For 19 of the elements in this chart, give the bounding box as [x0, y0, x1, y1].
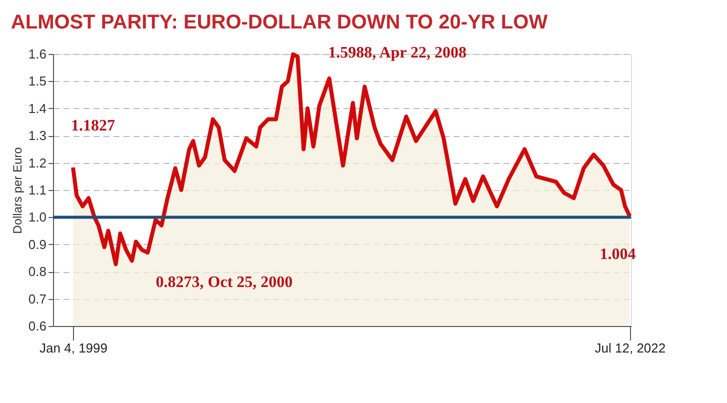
y-axis-title: Dollars per Euro	[10, 146, 24, 234]
y-tick-label: 1.0	[28, 210, 46, 225]
x-tick-label: Jan 4, 1999	[40, 340, 108, 356]
x-tick-label: Jul 12, 2022	[594, 340, 666, 356]
annotation: 1.004	[600, 246, 636, 264]
y-tick-label: 1.2	[28, 155, 46, 170]
y-tick-label: 0.9	[28, 236, 46, 252]
y-tick-label: 0.6	[28, 318, 46, 334]
y-tick-label: 0.7	[28, 291, 46, 306]
chart-title: ALMOST PARITY: EURO-DOLLAR DOWN TO 20-YR LOW	[10, 11, 548, 34]
annotation: 1.5988, Apr 22, 2008	[328, 44, 466, 62]
y-tick-label: 1.1	[28, 182, 46, 198]
y-tick-label: 0.8	[28, 264, 46, 280]
y-tick-label: 1.6	[28, 46, 46, 62]
annotation: 1.1827	[71, 118, 116, 135]
y-tick-label: 1.4	[28, 100, 46, 116]
y-tick-label: 1.5	[28, 74, 46, 89]
annotation: 0.8273, Oct 25, 2000	[156, 274, 293, 292]
y-tick-label: 1.3	[28, 128, 46, 144]
